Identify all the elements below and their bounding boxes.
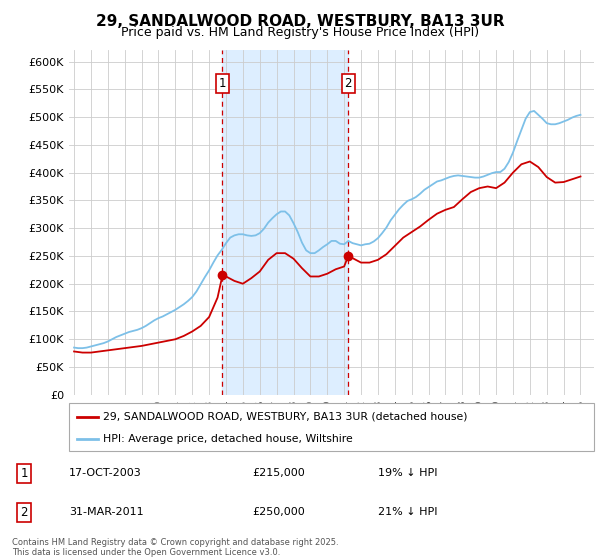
Text: 21% ↓ HPI: 21% ↓ HPI — [378, 507, 437, 517]
Text: Price paid vs. HM Land Registry's House Price Index (HPI): Price paid vs. HM Land Registry's House … — [121, 26, 479, 39]
Text: 1: 1 — [20, 466, 28, 480]
Text: 2: 2 — [344, 77, 352, 90]
Text: 17-OCT-2003: 17-OCT-2003 — [69, 468, 142, 478]
Text: HPI: Average price, detached house, Wiltshire: HPI: Average price, detached house, Wilt… — [103, 434, 353, 444]
Text: 1: 1 — [218, 77, 226, 90]
Text: 29, SANDALWOOD ROAD, WESTBURY, BA13 3UR: 29, SANDALWOOD ROAD, WESTBURY, BA13 3UR — [95, 14, 505, 29]
Text: 31-MAR-2011: 31-MAR-2011 — [69, 507, 143, 517]
Text: £250,000: £250,000 — [252, 507, 305, 517]
Text: 2: 2 — [20, 506, 28, 519]
Text: £215,000: £215,000 — [252, 468, 305, 478]
Text: 29, SANDALWOOD ROAD, WESTBURY, BA13 3UR (detached house): 29, SANDALWOOD ROAD, WESTBURY, BA13 3UR … — [103, 412, 467, 422]
Bar — [223, 50, 348, 395]
Text: Contains HM Land Registry data © Crown copyright and database right 2025.
This d: Contains HM Land Registry data © Crown c… — [12, 538, 338, 557]
Text: 19% ↓ HPI: 19% ↓ HPI — [378, 468, 437, 478]
